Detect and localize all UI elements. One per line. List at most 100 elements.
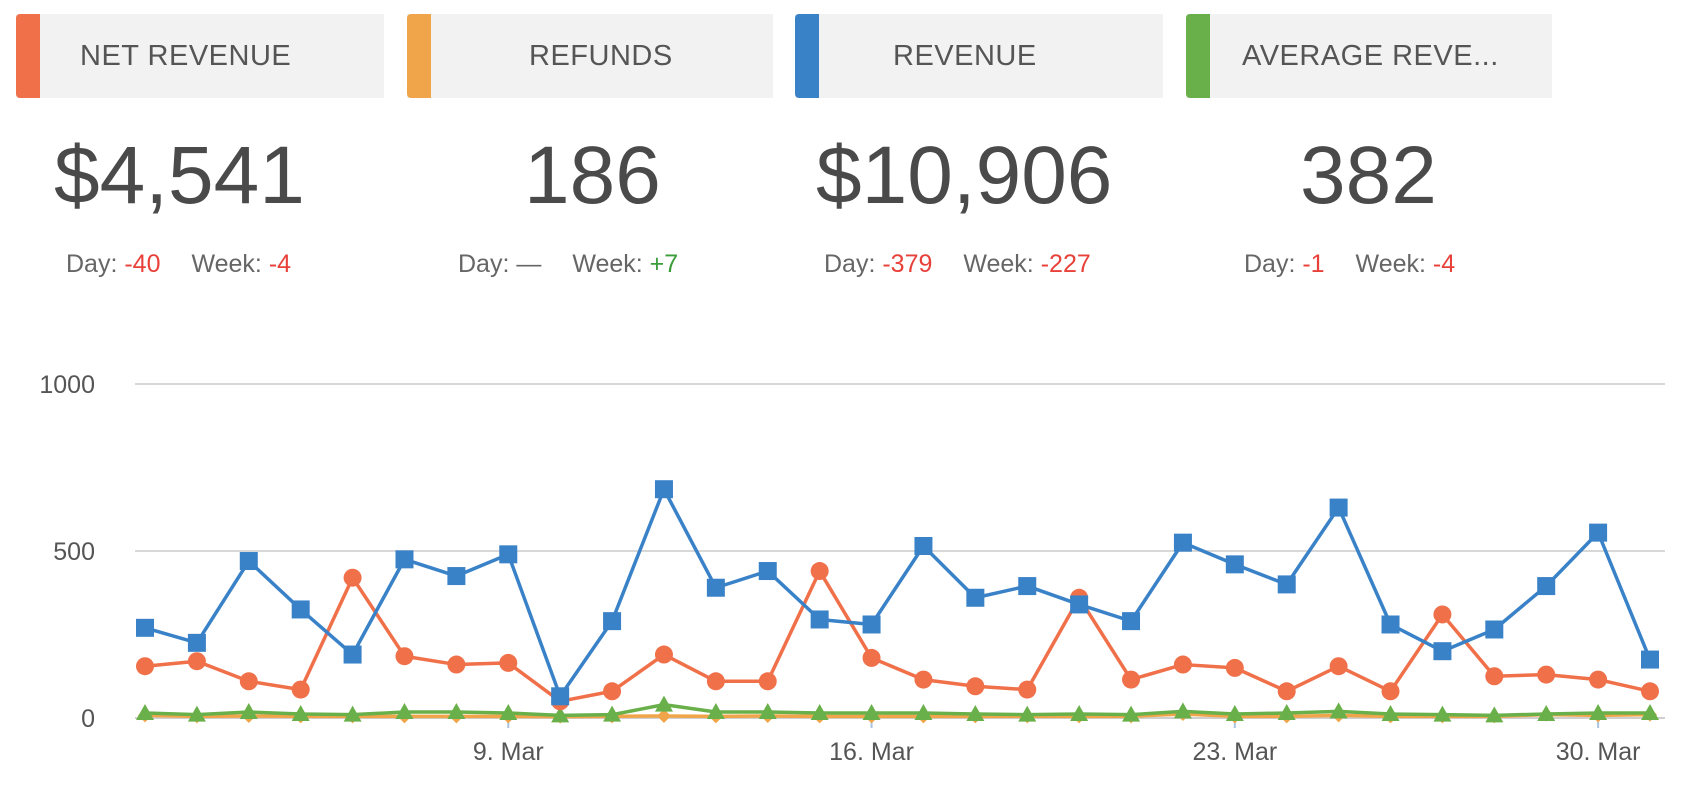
data-point bbox=[1018, 680, 1037, 699]
data-point bbox=[395, 702, 414, 719]
data-point bbox=[706, 702, 725, 719]
data-point bbox=[447, 655, 466, 674]
card-net-revenue[interactable]: NET REVENUE bbox=[16, 14, 386, 98]
data-point bbox=[862, 615, 881, 634]
card-tab[interactable]: REVENUE bbox=[795, 14, 1163, 98]
card-deltas: Day: — Week: +7 bbox=[458, 248, 678, 280]
data-point bbox=[966, 588, 985, 607]
series-square bbox=[136, 480, 1659, 706]
data-point bbox=[810, 562, 829, 581]
data-point bbox=[136, 618, 154, 637]
data-point bbox=[1018, 577, 1037, 596]
line-chart: 0 500 1000 9. Mar 16. Mar 23. Mar 30. Mar bbox=[39, 371, 1665, 766]
data-point bbox=[1433, 705, 1452, 722]
data-point bbox=[187, 652, 206, 671]
card-deltas: Day: -1 Week: -4 bbox=[1244, 248, 1455, 280]
data-point bbox=[1537, 577, 1556, 596]
data-point bbox=[1173, 533, 1192, 552]
y-tick-label: 500 bbox=[53, 538, 95, 566]
data-point bbox=[447, 567, 466, 586]
data-point bbox=[966, 677, 985, 696]
data-point bbox=[810, 610, 829, 629]
data-point bbox=[1485, 620, 1504, 639]
data-point bbox=[343, 705, 362, 722]
chart-series bbox=[136, 480, 1659, 724]
data-point bbox=[187, 705, 206, 722]
data-point bbox=[1381, 682, 1400, 701]
data-point bbox=[1277, 575, 1296, 594]
data-point bbox=[758, 702, 777, 719]
data-point bbox=[966, 704, 985, 721]
series-triangle bbox=[136, 695, 1659, 723]
card-tab[interactable]: AVERAGE REVE... bbox=[1186, 14, 1552, 98]
week-label: Week: bbox=[1355, 250, 1426, 278]
data-point bbox=[1329, 498, 1348, 517]
week-label: Week: bbox=[963, 250, 1034, 278]
data-point bbox=[239, 672, 258, 691]
week-delta: -227 bbox=[1040, 250, 1091, 278]
data-point bbox=[1277, 703, 1296, 720]
data-point bbox=[291, 704, 310, 721]
day-delta: -1 bbox=[1302, 250, 1325, 278]
data-point bbox=[656, 708, 671, 723]
card-tab[interactable]: REFUNDS bbox=[407, 14, 773, 98]
data-point bbox=[187, 633, 206, 652]
data-point bbox=[706, 578, 725, 597]
data-point bbox=[136, 703, 154, 720]
week-label: Week: bbox=[572, 250, 643, 278]
data-point bbox=[239, 552, 258, 571]
series-line bbox=[144, 712, 1651, 719]
card-refunds[interactable]: REFUNDS bbox=[407, 14, 773, 98]
data-point bbox=[706, 672, 725, 691]
card-label: REVENUE bbox=[893, 40, 1037, 72]
data-point bbox=[1641, 650, 1659, 669]
card-label: AVERAGE REVE... bbox=[1242, 40, 1499, 72]
data-point bbox=[1225, 555, 1244, 574]
y-tick-label: 0 bbox=[81, 705, 95, 733]
card-revenue[interactable]: REVENUE bbox=[795, 14, 1165, 98]
day-label: Day: bbox=[458, 250, 510, 278]
data-point bbox=[1225, 704, 1244, 721]
day-label: Day: bbox=[1244, 250, 1296, 278]
card-average-revenue[interactable]: AVERAGE REVE... bbox=[1186, 14, 1552, 98]
card-color-bar bbox=[1186, 14, 1210, 98]
card-deltas: Day: -379 Week: -227 bbox=[824, 248, 1091, 280]
data-point bbox=[1433, 605, 1452, 624]
data-point bbox=[1537, 665, 1556, 684]
data-point bbox=[1485, 667, 1504, 686]
card-tab[interactable]: NET REVENUE bbox=[16, 14, 384, 98]
data-point bbox=[1641, 682, 1659, 701]
x-tick-label: 23. Mar bbox=[1192, 738, 1277, 766]
data-point bbox=[1485, 706, 1504, 723]
data-point bbox=[1433, 642, 1452, 661]
y-tick-label: 1000 bbox=[39, 371, 95, 399]
data-point bbox=[551, 687, 570, 706]
data-point bbox=[136, 657, 154, 676]
card-value: 382 bbox=[1300, 130, 1437, 221]
data-point bbox=[291, 680, 310, 699]
data-point bbox=[914, 536, 933, 555]
series-circle bbox=[136, 562, 1659, 711]
data-point bbox=[1589, 523, 1608, 542]
card-value: $4,541 bbox=[54, 130, 305, 221]
data-point bbox=[551, 706, 570, 723]
day-delta: -379 bbox=[882, 250, 933, 278]
data-point bbox=[395, 647, 414, 666]
data-point bbox=[1329, 702, 1348, 719]
card-label: NET REVENUE bbox=[80, 40, 292, 72]
data-point bbox=[1122, 612, 1141, 631]
data-point bbox=[862, 703, 881, 720]
data-point bbox=[1173, 702, 1192, 719]
day-label: Day: bbox=[66, 250, 118, 278]
week-delta: -4 bbox=[1432, 250, 1456, 278]
card-color-bar bbox=[795, 14, 819, 98]
data-point bbox=[758, 672, 777, 691]
data-point bbox=[1381, 615, 1400, 634]
data-point bbox=[239, 702, 258, 719]
data-point bbox=[914, 703, 933, 720]
data-point bbox=[758, 562, 777, 581]
data-point bbox=[1018, 705, 1037, 722]
data-point bbox=[1070, 595, 1089, 614]
data-point bbox=[291, 600, 310, 619]
data-point bbox=[499, 545, 518, 564]
